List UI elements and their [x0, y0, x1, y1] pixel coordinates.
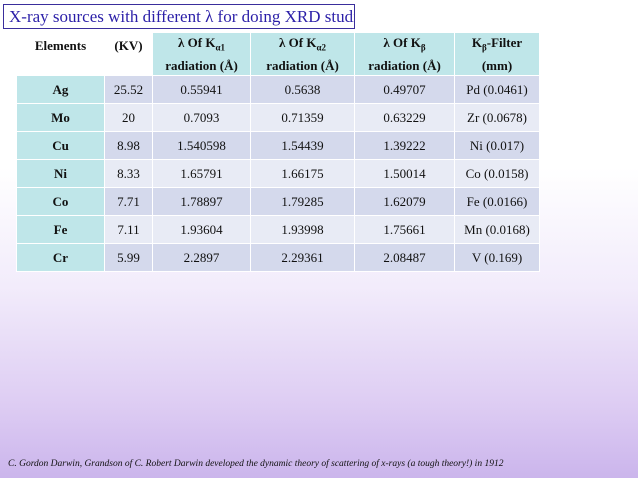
xray-sources-table: Elements (KV) λ Of Kα1 radiation (Å) λ Of… [16, 32, 540, 272]
cell-kb: 0.49707 [354, 75, 455, 104]
cell-filter: Co (0.0158) [454, 159, 540, 188]
cell-ka2: 0.71359 [250, 103, 355, 132]
cell-element: Cr [16, 243, 105, 272]
cell-ka1: 1.93604 [152, 215, 251, 244]
table-row: Cr 5.99 2.2897 2.29361 2.08487 V (0.169) [16, 243, 540, 272]
cell-ka2: 1.79285 [250, 187, 355, 216]
cell-ka2: 1.93998 [250, 215, 355, 244]
cell-kv: 20 [104, 103, 153, 132]
cell-kb: 1.75661 [354, 215, 455, 244]
cell-kv: 25.52 [104, 75, 153, 104]
cell-kb: 1.50014 [354, 159, 455, 188]
cell-kb: 2.08487 [354, 243, 455, 272]
header-kv: (KV) [104, 32, 153, 76]
cell-kv: 7.11 [104, 215, 153, 244]
cell-filter: Fe (0.0166) [454, 187, 540, 216]
cell-element: Mo [16, 103, 105, 132]
cell-ka2: 2.29361 [250, 243, 355, 272]
table-row: Ni 8.33 1.65791 1.66175 1.50014 Co (0.01… [16, 159, 540, 188]
cell-kb: 1.39222 [354, 131, 455, 160]
cell-ka2: 0.5638 [250, 75, 355, 104]
cell-kv: 8.33 [104, 159, 153, 188]
cell-kv: 8.98 [104, 131, 153, 160]
table-header-row: Elements (KV) λ Of Kα1 radiation (Å) λ Of… [16, 32, 540, 76]
cell-ka2: 1.66175 [250, 159, 355, 188]
cell-filter: V (0.169) [454, 243, 540, 272]
header-ka1: λ Of Kα1 radiation (Å) [152, 32, 251, 76]
slide-title: X-ray sources with different λ for doing… [3, 4, 355, 29]
table-row: Fe 7.11 1.93604 1.93998 1.75661 Mn (0.01… [16, 215, 540, 244]
cell-kb: 0.63229 [354, 103, 455, 132]
cell-ka1: 0.7093 [152, 103, 251, 132]
cell-ka1: 2.2897 [152, 243, 251, 272]
cell-ka1: 1.78897 [152, 187, 251, 216]
header-kb: λ Of Kβ radiation (Å) [354, 32, 455, 76]
cell-filter: Pd (0.0461) [454, 75, 540, 104]
cell-ka2: 1.54439 [250, 131, 355, 160]
cell-kv: 7.71 [104, 187, 153, 216]
table-row: Mo 20 0.7093 0.71359 0.63229 Zr (0.0678) [16, 103, 540, 132]
cell-element: Co [16, 187, 105, 216]
table-row: Co 7.71 1.78897 1.79285 1.62079 Fe (0.01… [16, 187, 540, 216]
table-row: Cu 8.98 1.540598 1.54439 1.39222 Ni (0.0… [16, 131, 540, 160]
cell-ka1: 1.540598 [152, 131, 251, 160]
cell-filter: Ni (0.017) [454, 131, 540, 160]
cell-element: Fe [16, 215, 105, 244]
cell-element: Cu [16, 131, 105, 160]
table-row: Ag 25.52 0.55941 0.5638 0.49707 Pd (0.04… [16, 75, 540, 104]
cell-kb: 1.62079 [354, 187, 455, 216]
header-ka2: λ Of Kα2 radiation (Å) [250, 32, 355, 76]
header-elements: Elements [16, 32, 105, 76]
cell-ka1: 1.65791 [152, 159, 251, 188]
footnote: C. Gordon Darwin, Grandson of C. Robert … [8, 459, 504, 469]
header-filter: Kβ-Filter (mm) [454, 32, 540, 76]
cell-kv: 5.99 [104, 243, 153, 272]
cell-ka1: 0.55941 [152, 75, 251, 104]
cell-filter: Zr (0.0678) [454, 103, 540, 132]
cell-element: Ni [16, 159, 105, 188]
cell-filter: Mn (0.0168) [454, 215, 540, 244]
cell-element: Ag [16, 75, 105, 104]
